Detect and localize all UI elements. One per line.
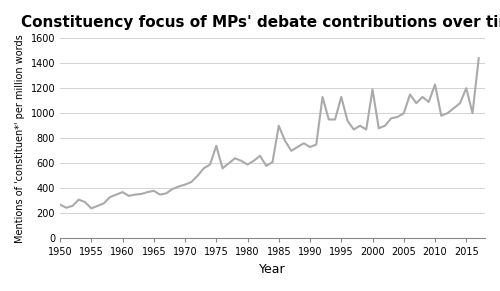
- Y-axis label: Mentions of 'constituen*' per million words: Mentions of 'constituen*' per million wo…: [15, 34, 25, 243]
- Title: Constituency focus of MPs' debate contributions over time: Constituency focus of MPs' debate contri…: [20, 15, 500, 30]
- X-axis label: Year: Year: [259, 263, 286, 276]
